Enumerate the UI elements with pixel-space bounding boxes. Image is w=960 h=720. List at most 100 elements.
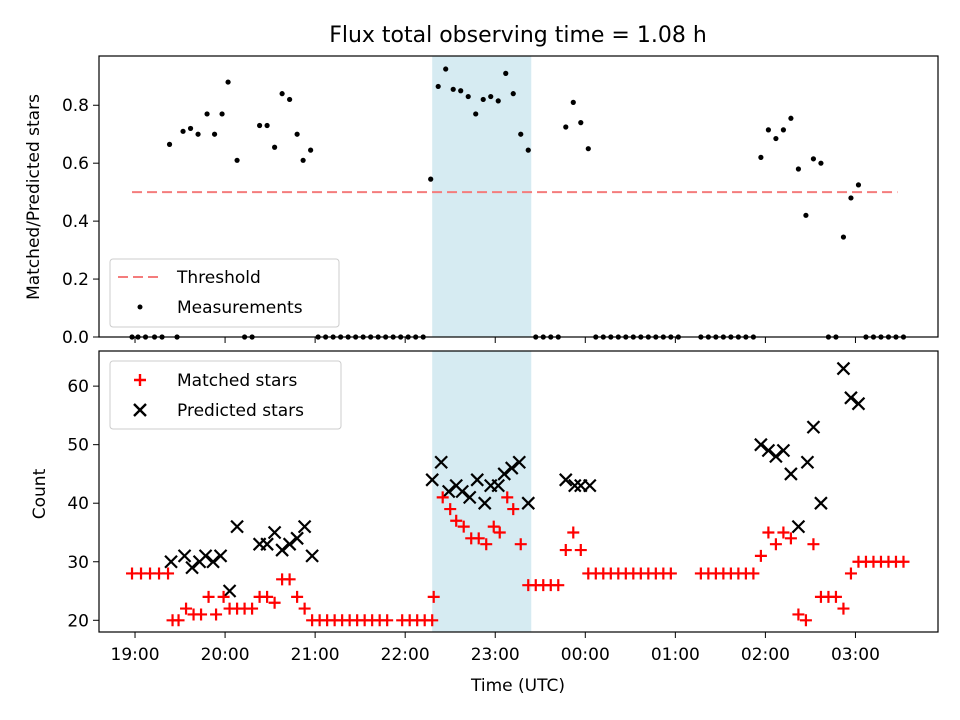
top-legend: Threshold Measurements [109,258,340,328]
measurement-point [256,122,263,129]
measurement-point [503,70,509,76]
measurement-point [166,141,173,147]
bottom-axes-frame [98,350,939,633]
bottom-y-tick-label: 30 [67,553,89,573]
measurement-point [465,93,471,100]
measurement-point [810,156,817,162]
measurement-point [818,160,824,166]
matched-star-point [799,614,812,627]
bottom-y-tick-label: 60 [67,377,89,397]
matched-star-point [493,526,506,539]
top-highlight-span [432,56,532,337]
matched-star-point [172,614,185,627]
matched-star-point [268,596,281,609]
measurement-point [480,96,486,103]
x-tick-label: 21:00 [291,645,340,665]
measurement-point [308,147,314,153]
predicted-star-point [177,549,192,563]
predicted-star-point [462,490,477,505]
predicted-star-point [800,455,815,470]
measurement-point [585,146,591,152]
matched-star-point [559,544,572,557]
measurement-point [435,83,441,90]
legend-predicted-label: Predicted stars [177,401,304,421]
predicted-star-point [806,420,821,434]
bottom-legend-box [109,360,342,430]
matched-star-point [180,602,193,615]
measurement-point [211,131,218,137]
x-tick-label: 00:00 [561,645,610,665]
matched-star-point [450,514,463,527]
bottom-legend: Matched stars Predicted stars [109,360,342,430]
measurement-point [840,234,847,240]
legend-predicted-swatch [133,403,147,417]
predicted-star-point [425,473,439,487]
matched-star-point [246,602,259,615]
matched-star-point [283,573,296,586]
predicted-star-point [230,519,244,534]
predicted-star-point [583,478,597,493]
matched-star-point [427,590,440,603]
matched-star-point [507,503,520,516]
matched-star-point [897,555,910,568]
measurement-point [780,127,787,133]
matched-star-point [844,567,857,580]
matched-star-point [480,538,493,551]
matched-star-point [291,590,304,603]
measurement-point [473,111,479,117]
predicted-star-point [504,461,519,475]
top-legend-box [109,258,340,328]
matched-star-point [210,608,223,621]
measurement-point [294,131,300,137]
measurement-point [195,131,201,137]
legend-measurements-swatch [137,304,143,310]
predicted-star-point [754,437,768,452]
measurement-point [495,98,501,104]
predicted-star-point [185,560,199,575]
matched-star-point [444,503,457,516]
x-tick-label: 23:00 [471,645,520,665]
measurement-point [788,115,794,121]
measurement-point [234,157,240,163]
predicted-stars-points [164,361,866,598]
matched-star-point [381,614,394,627]
x-tick-label: 01:00 [651,645,700,665]
bottom-y-tick-label: 40 [67,494,89,514]
predicted-star-point [267,525,282,540]
matched-star-point [574,544,587,557]
measurement-point [578,120,584,126]
predicted-star-point [851,396,866,411]
predicted-star-point [477,496,492,510]
predicted-star-point [275,543,289,557]
predicted-star-point [290,531,304,546]
bottom-y-tick-label: 20 [67,611,89,631]
bottom-axis-ticks: 20 30 40 50 60 19:00 20:00 21:00 22:00 23:00 00:00… [67,377,880,665]
matched-star-point [457,520,470,533]
predicted-star-point [784,467,798,481]
chart-title: Flux total observing time = 1.08 h [329,23,707,48]
top-y-tick-label: 0.2 [62,270,89,290]
bottom-y-axis-label: Count [30,468,50,519]
measurement-point [803,212,809,218]
top-axis-ticks: 0.0 0.2 0.4 0.6 0.8 [62,96,856,348]
predicted-star-point [776,443,791,458]
predicted-star-point [568,478,582,493]
top-y-axis-label: Matched/Predicted stars [24,94,44,300]
matched-star-point [837,602,850,615]
matched-star-point [195,608,208,621]
measurement-point [848,195,854,201]
matched-star-point [792,608,805,621]
measurement-point [510,91,516,97]
predicted-star-point [213,549,228,563]
top-y-tick-label: 0.0 [62,328,89,348]
measurement-point [443,66,449,72]
bottom-y-tick-label: 50 [67,436,89,456]
measurement-point [855,182,862,188]
measurement-point [428,176,434,182]
matched-star-point [769,538,782,551]
x-tick-label: 03:00 [831,645,880,665]
predicted-star-point [791,519,806,534]
x-tick-label: 19:00 [111,645,160,665]
predicted-star-point [844,391,858,405]
